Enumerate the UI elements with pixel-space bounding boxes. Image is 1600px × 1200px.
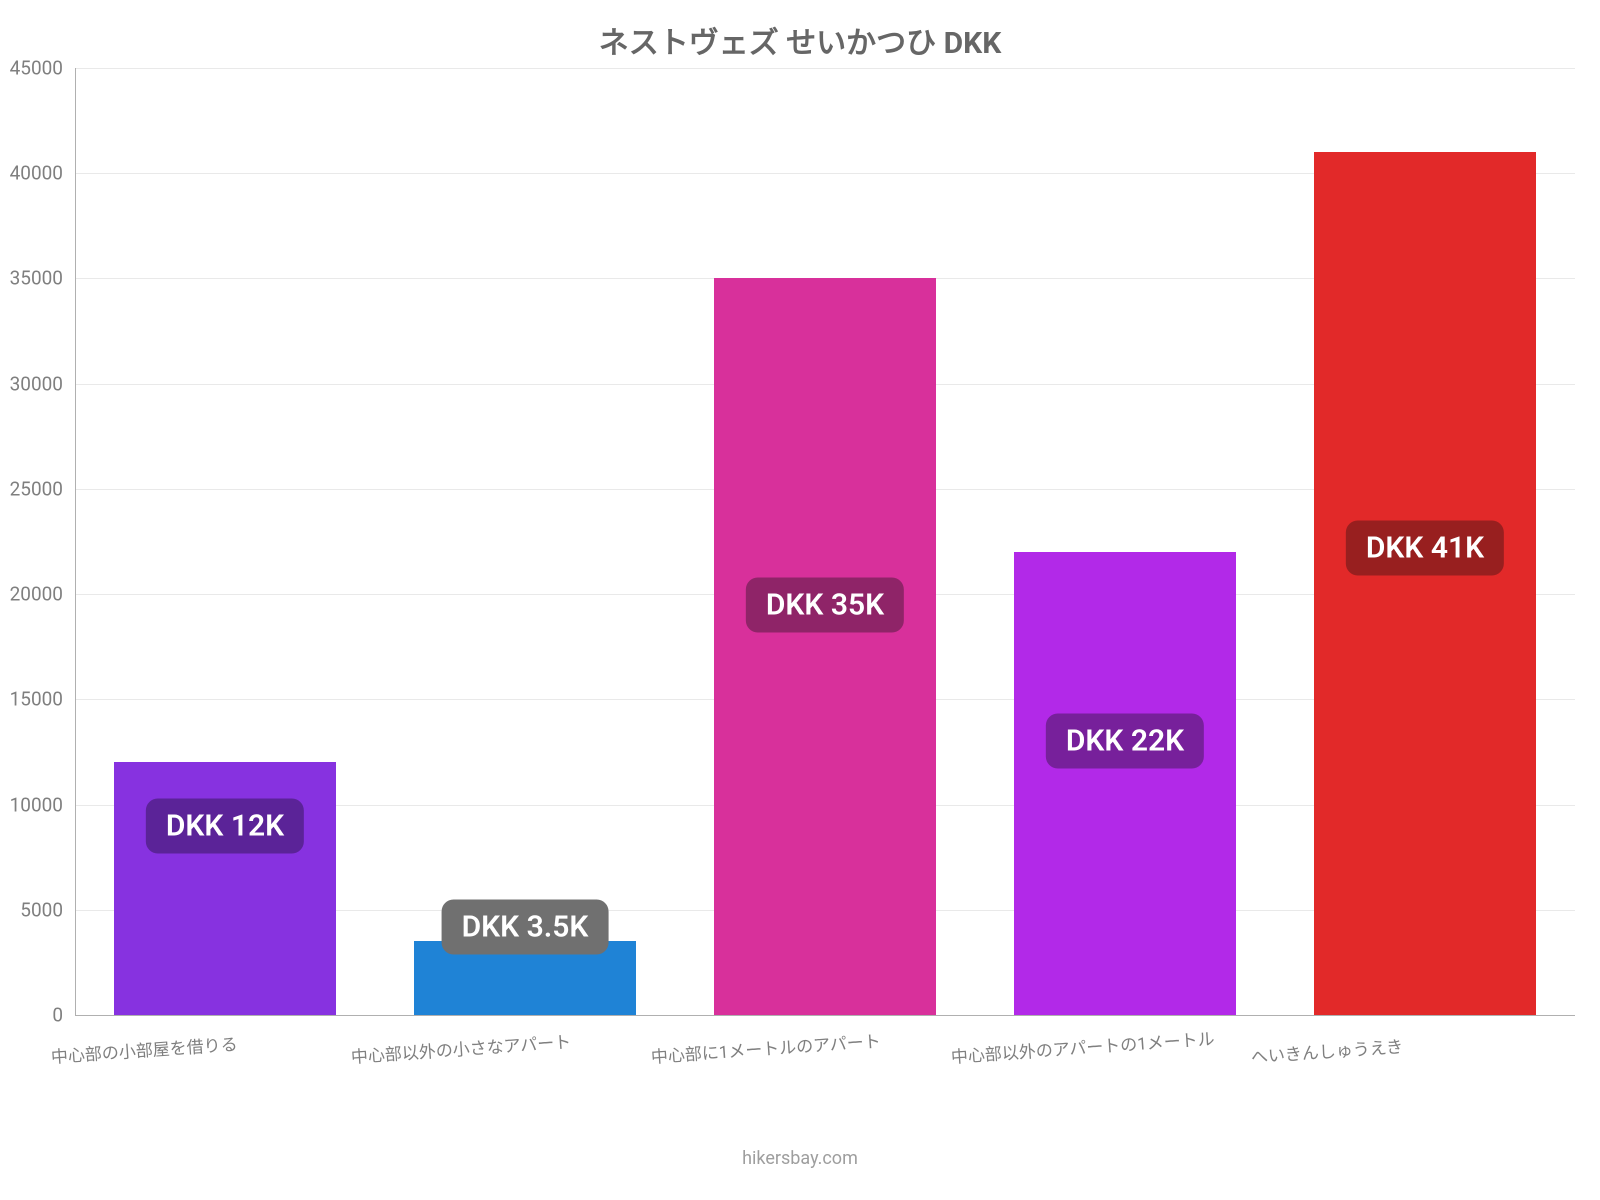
x-category-label: へいきんしゅうえき xyxy=(1250,1032,1404,1068)
chart-container: ネストヴェズ せいかつひ DKK DKK 12K DKK 3.5K DKK 35K D… xyxy=(0,0,1600,1200)
x-category-label: 中心部以外のアパートの1メートル xyxy=(950,1025,1215,1068)
x-axis-line xyxy=(75,1015,1575,1016)
y-tick-label: 15000 xyxy=(10,688,75,711)
y-tick-label: 40000 xyxy=(10,162,75,185)
x-category-label: 中心部の小部屋を借りる xyxy=(50,1030,238,1068)
chart-title: ネストヴェズ せいかつひ DKK xyxy=(0,18,1600,62)
bar xyxy=(1314,152,1536,1015)
value-badge: DKK 41K xyxy=(1346,520,1504,575)
y-tick-label: 20000 xyxy=(10,583,75,606)
x-category-label: 中心部以外の小さなアパート xyxy=(350,1028,572,1068)
plot-area: DKK 12KDKK 3.5KDKK 35KDKK 22KDKK 41K 中心部… xyxy=(75,68,1575,1015)
y-tick-label: 30000 xyxy=(10,372,75,395)
y-tick-label: 25000 xyxy=(10,477,75,500)
value-badge: DKK 35K xyxy=(746,577,904,632)
bar xyxy=(714,278,936,1015)
y-tick-label: 45000 xyxy=(10,57,75,80)
y-tick-label: 35000 xyxy=(10,267,75,290)
value-badge: DKK 3.5K xyxy=(442,899,609,954)
x-category-label: 中心部に1メートルのアパート xyxy=(650,1027,881,1068)
y-tick-label: 10000 xyxy=(10,793,75,816)
y-tick-label: 0 xyxy=(52,1004,75,1027)
y-tick-label: 5000 xyxy=(20,898,75,921)
value-badge: DKK 22K xyxy=(1046,714,1204,769)
chart-footer: hikersbay.com xyxy=(0,1148,1600,1169)
value-badge: DKK 12K xyxy=(146,798,304,853)
bar xyxy=(1014,552,1236,1015)
